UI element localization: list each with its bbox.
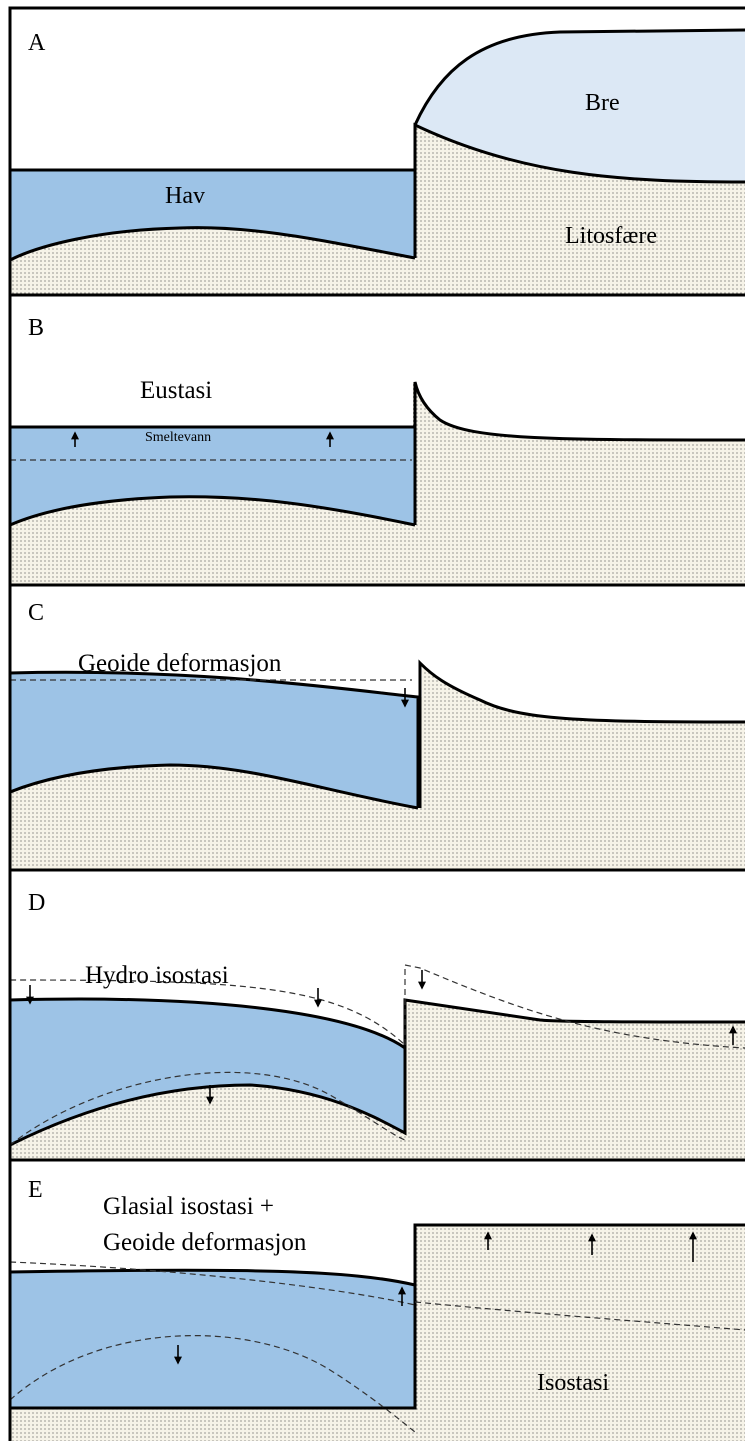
panel-letter: A bbox=[28, 30, 46, 56]
panel-c bbox=[10, 585, 745, 870]
panel-title: Glasial isostasi + bbox=[103, 1193, 274, 1220]
ice-label: Bre bbox=[585, 90, 620, 116]
panel-a bbox=[10, 8, 745, 295]
meltwater-label: Smeltevann bbox=[145, 430, 211, 445]
panel-title: Geoide deformasjon bbox=[103, 1229, 307, 1256]
lithosphere-label: Litosfære bbox=[565, 223, 657, 249]
panel-title: Geoide deformasjon bbox=[78, 650, 282, 677]
panel-b bbox=[10, 295, 745, 585]
sea-label: Hav bbox=[165, 183, 205, 209]
panel-letter: B bbox=[28, 315, 44, 341]
panel-d bbox=[10, 870, 745, 1160]
panel-letter: D bbox=[28, 890, 45, 916]
panel-letter: E bbox=[28, 1177, 43, 1203]
panel-e bbox=[10, 1160, 745, 1441]
panel-letter: C bbox=[28, 600, 44, 626]
isostasy-label: Isostasi bbox=[537, 1370, 609, 1396]
frame bbox=[8, 6, 745, 1441]
panel-title: Eustasi bbox=[140, 377, 212, 404]
panel-title: Hydro isostasi bbox=[85, 962, 229, 989]
